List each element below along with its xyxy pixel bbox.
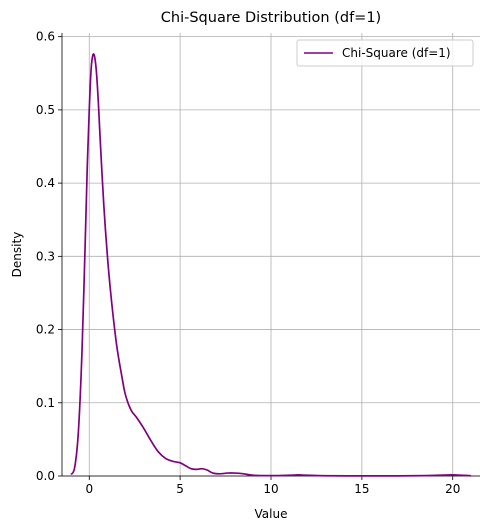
y-tick-label: 0.4 bbox=[36, 176, 55, 190]
x-tick-label: 10 bbox=[263, 482, 278, 496]
y-tick-label: 0.5 bbox=[36, 103, 55, 117]
x-tick-label: 15 bbox=[354, 482, 369, 496]
y-tick-label: 0.1 bbox=[36, 396, 55, 410]
legend-entry-chi-square: Chi-Square (df=1) bbox=[342, 46, 451, 60]
series-layer bbox=[70, 53, 471, 477]
tick-labels: 0 5 10 15 20 0.0 0.1 0.2 0.3 0.4 0.5 0.6 bbox=[36, 30, 460, 496]
chart-title: Chi-Square Distribution (df=1) bbox=[161, 10, 381, 26]
series-line-chi-square bbox=[70, 53, 471, 477]
y-axis-label: Density bbox=[10, 232, 24, 278]
legend: Chi-Square (df=1) bbox=[296, 39, 474, 67]
y-tick-label: 0.2 bbox=[36, 323, 55, 337]
y-tick-label: 0.3 bbox=[36, 249, 55, 263]
x-tick-label: 5 bbox=[176, 482, 184, 496]
legend-box bbox=[296, 39, 474, 67]
y-tick-label: 0.6 bbox=[36, 30, 55, 44]
x-tick-label: 0 bbox=[85, 482, 93, 496]
grid-lines bbox=[62, 33, 480, 477]
x-axis-label: Value bbox=[255, 507, 288, 521]
y-tick-label: 0.0 bbox=[36, 469, 55, 483]
x-tick-label: 20 bbox=[445, 482, 460, 496]
